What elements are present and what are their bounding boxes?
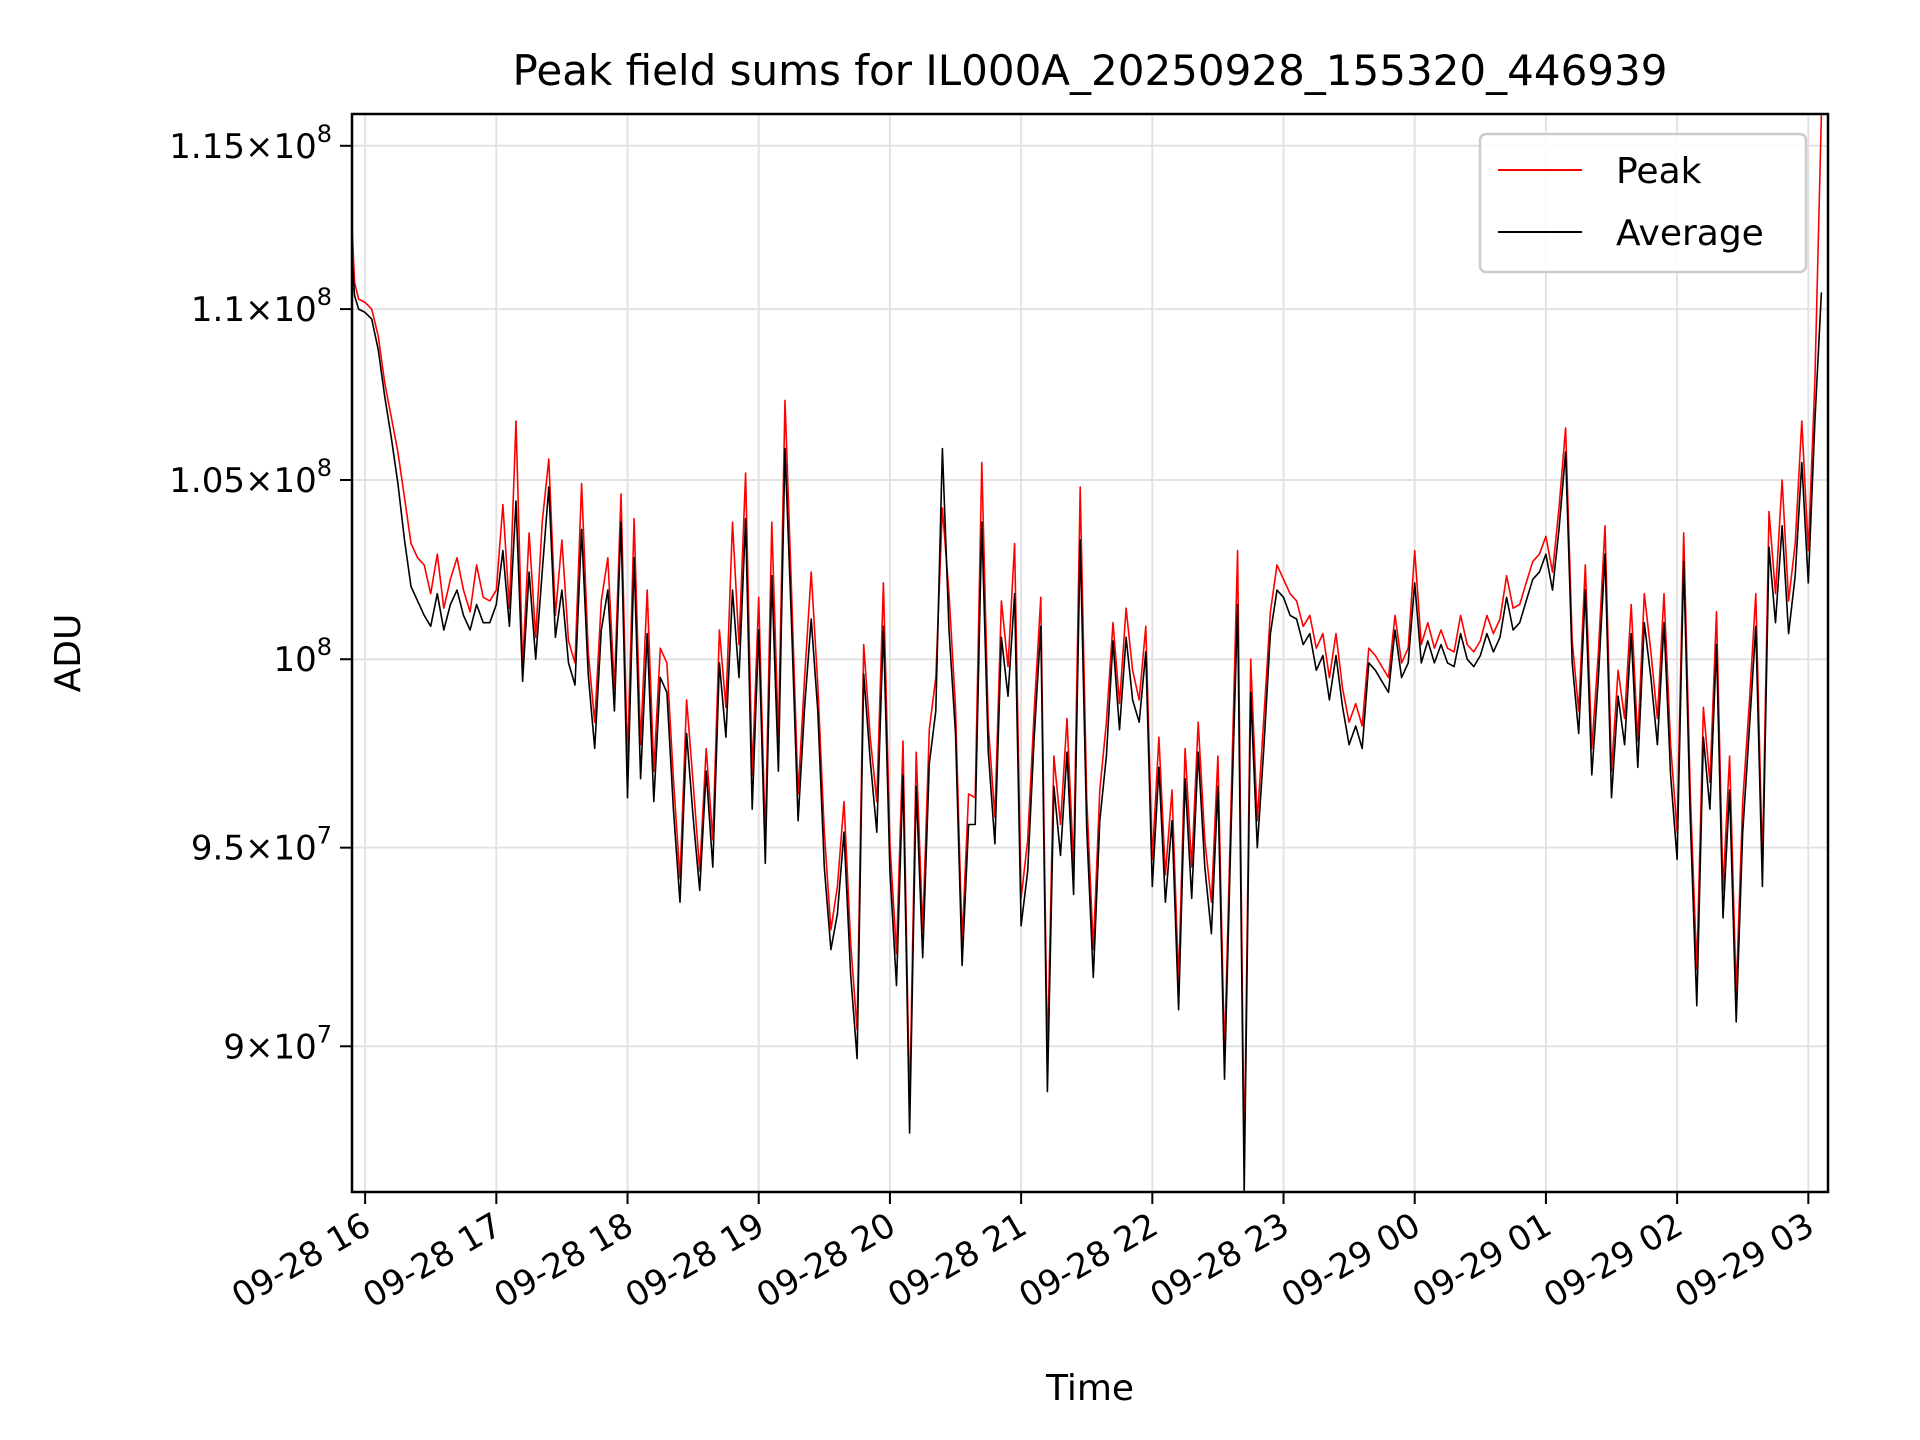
y-axis: 1.15×108 1.1×108 1.05×108 108 9.5×107 9×107 (169, 120, 352, 1067)
y-tick-label: 108 (273, 633, 332, 680)
series-line-peak (352, 114, 1823, 1164)
legend: Peak Average (1478, 132, 1808, 274)
chart-title: Peak field sums for IL000A_20250928_1553… (513, 46, 1668, 95)
y-tick-label: 1.05×108 (169, 454, 332, 501)
plot-frame (350, 112, 1830, 1194)
legend-label-average: Average (1616, 213, 1764, 254)
series-layer (352, 114, 1823, 1192)
series-line-average (352, 259, 1823, 1192)
x-axis-label: Time (1045, 1368, 1134, 1409)
grid (352, 114, 1828, 1192)
y-tick-label: 9.5×107 (191, 822, 332, 869)
legend-label-peak: Peak (1616, 151, 1702, 192)
y-axis-label: ADU (48, 614, 89, 693)
y-tick-label: 1.1×108 (191, 283, 332, 330)
legend-box (1478, 132, 1808, 274)
y-tick-label: 1.15×108 (169, 120, 332, 167)
y-tick-label: 9×107 (223, 1020, 332, 1067)
